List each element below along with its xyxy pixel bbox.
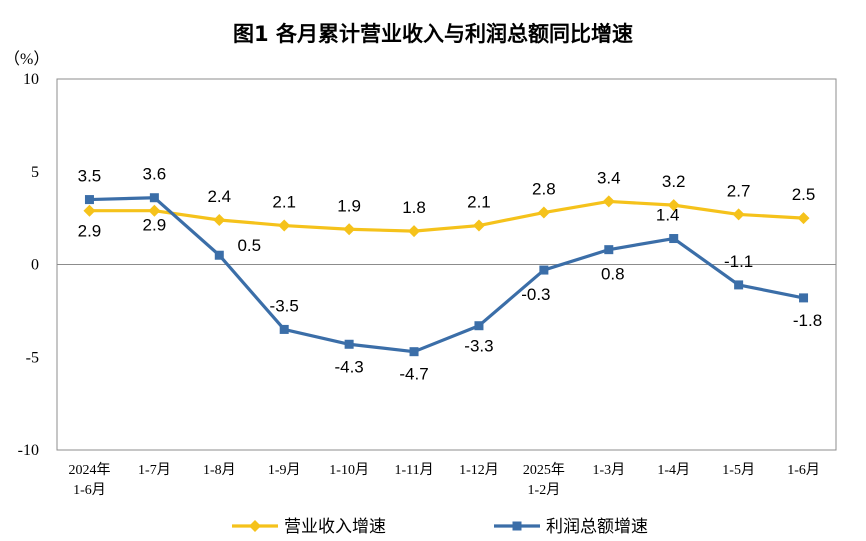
- data-label: 0.5: [237, 236, 261, 255]
- x-tick-label: 1-8月: [203, 462, 236, 478]
- y-tick-label: 0: [31, 257, 39, 274]
- data-point: [799, 293, 809, 303]
- y-tick-label: 5: [31, 164, 39, 181]
- series-line: [89, 196, 804, 354]
- data-label: -1.8: [793, 311, 822, 330]
- legend: 营业收入增速 利润总额增速: [232, 517, 648, 537]
- data-label: -3.5: [270, 296, 299, 315]
- x-tick-label: 1-5月: [722, 462, 755, 478]
- data-point: [604, 245, 614, 255]
- data-point: [344, 339, 354, 349]
- data-point: [734, 280, 744, 290]
- data-point: [667, 199, 680, 212]
- data-label: 1.8: [402, 198, 426, 217]
- data-point: [214, 250, 224, 260]
- x-tick-label: 1-11月: [394, 462, 433, 478]
- data-label: -0.3: [521, 285, 550, 304]
- data-point: [539, 265, 549, 275]
- series-2: 3.5 3.6 0.5 -3.5 -4.3 -4.7 -3.3 -0.3 0.8 1.4 -1.1 -…: [78, 165, 823, 384]
- data-point: [472, 219, 485, 232]
- y-tick-labels: 10 5 0 -5 -10: [18, 71, 39, 459]
- data-point: [474, 321, 484, 331]
- series-line: [89, 199, 804, 233]
- data-point: [797, 212, 810, 225]
- y-tick-label: 10: [23, 71, 39, 88]
- legend-item: 利润总额增速: [494, 517, 648, 537]
- x-tick-label: 2024年: [68, 462, 110, 478]
- data-label: -3.3: [464, 337, 493, 356]
- data-label: 1.4: [656, 206, 680, 225]
- data-label: 3.6: [143, 165, 167, 184]
- legend-label: 营业收入增速: [284, 517, 386, 537]
- data-point: [278, 219, 291, 232]
- x-tick-label: 1-6月: [73, 482, 106, 498]
- legend-label: 利润总额增速: [546, 517, 648, 537]
- x-tick-label: 1-3月: [592, 462, 625, 478]
- data-label: 3.2: [662, 172, 686, 191]
- data-label: 3.5: [78, 167, 102, 186]
- series-1: 2.9 2.9 2.4 2.1 1.9 1.8 2.1 2.8 3.4 3.2 2.7 2.5: [78, 168, 816, 240]
- legend-marker: [249, 520, 261, 532]
- data-point: [669, 234, 679, 244]
- data-label: 1.9: [337, 196, 361, 215]
- data-point: [732, 208, 745, 221]
- x-tick-labels: 2024年 1-6月 1-7月 1-8月 1-9月 1-10月 1-11月 1-12月 2025…: [68, 462, 819, 498]
- data-point: [148, 204, 161, 217]
- x-tick-label: 1-7月: [138, 462, 171, 478]
- data-label: 2.4: [207, 187, 231, 206]
- data-point: [343, 223, 356, 236]
- data-label: -4.3: [334, 357, 363, 376]
- data-label: -1.1: [724, 252, 753, 271]
- data-label: 2.8: [532, 180, 556, 199]
- data-label: 2.5: [792, 185, 816, 204]
- data-point: [409, 347, 419, 357]
- data-point: [537, 206, 550, 219]
- y-tick-label: -5: [26, 349, 39, 366]
- data-label: 0.8: [601, 265, 625, 284]
- series-layer: 2.9 2.92.4 2.1 1.9 1.8 2.12.83.4 3.2 2.7 2.53.5 3…: [78, 165, 823, 384]
- x-tick-label: 1-12月: [459, 462, 499, 478]
- data-label: 2.1: [272, 193, 296, 212]
- data-point: [83, 204, 96, 217]
- data-label: 2.7: [727, 181, 751, 200]
- data-label: 3.4: [597, 168, 621, 187]
- data-point: [213, 213, 226, 226]
- data-label: -4.7: [399, 365, 428, 384]
- legend-marker: [512, 521, 522, 531]
- x-tick-label: 1-2月: [528, 482, 561, 498]
- data-point: [279, 324, 289, 334]
- x-tick-label: 1-10月: [329, 462, 369, 478]
- data-point: [84, 195, 94, 205]
- x-tick-label: 1-4月: [657, 462, 690, 478]
- chart-title: 图1 各月累计营业收入与利润总额同比增速: [233, 22, 633, 46]
- x-tick-label: 1-9月: [268, 462, 301, 478]
- x-tick-label: 2025年: [523, 462, 565, 478]
- data-point: [602, 195, 615, 208]
- data-point: [408, 225, 421, 238]
- legend-item: 营业收入增速: [232, 517, 386, 537]
- x-tick-label: 1-6月: [787, 462, 820, 478]
- data-point: [149, 193, 159, 203]
- data-label: 2.9: [143, 216, 167, 235]
- data-label: 2.1: [467, 193, 491, 212]
- y-axis-label: （%）: [4, 50, 49, 68]
- data-label: 2.9: [78, 222, 102, 241]
- y-tick-label: -10: [18, 442, 39, 459]
